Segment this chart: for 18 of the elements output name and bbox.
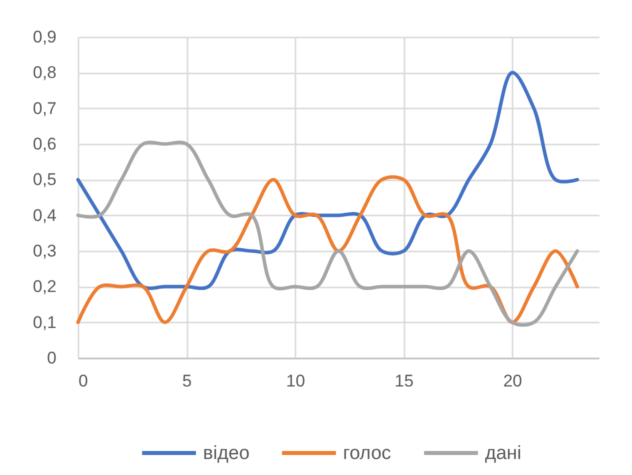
- y-tick-label: 0,6: [32, 134, 56, 154]
- y-tick-label: 0,3: [32, 242, 56, 260]
- x-tick-label: 5: [182, 372, 192, 390]
- y-tick-label: 0,4: [32, 206, 56, 225]
- y-tick-label: 0,2: [32, 277, 56, 296]
- x-tick-label: 0: [78, 372, 88, 390]
- legend-label: дані: [485, 443, 522, 464]
- y-tick-label: 0,9: [32, 28, 56, 46]
- x-tick-label: 15: [394, 372, 414, 390]
- y-tick-label: 0,1: [32, 312, 56, 332]
- y-tick-label: 0,5: [32, 170, 56, 190]
- y-tick-label: 0,7: [32, 98, 56, 118]
- x-tick-label: 20: [503, 372, 522, 390]
- x-tick-label: 10: [286, 372, 306, 390]
- y-tick-label: 0: [47, 348, 56, 368]
- legend-label: відео: [203, 443, 250, 464]
- legend-label: голос: [343, 443, 392, 464]
- y-tick-label: 0,8: [32, 63, 56, 82]
